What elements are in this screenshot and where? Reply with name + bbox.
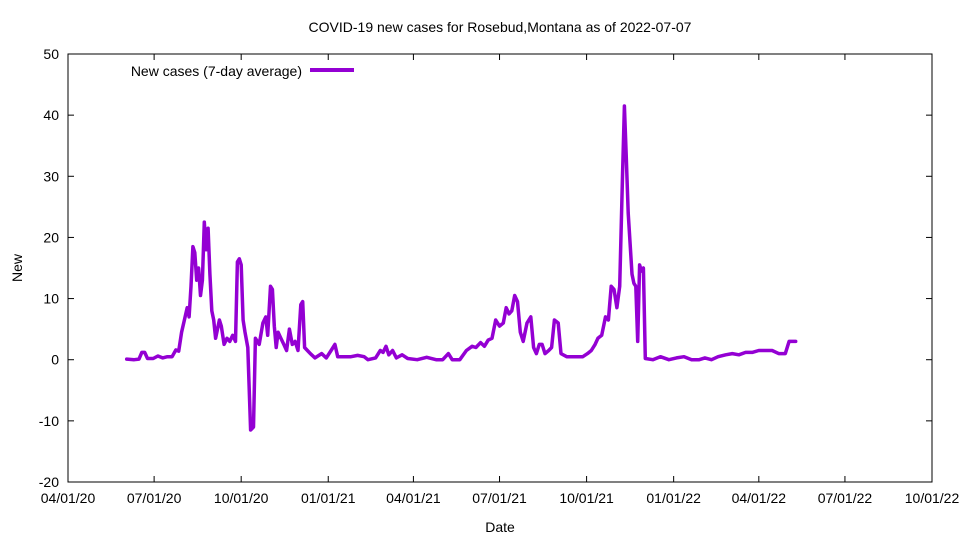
series-line xyxy=(124,104,798,432)
x-tick-label: 10/01/22 xyxy=(905,490,960,506)
x-axis-label: Date xyxy=(485,519,515,535)
x-tick-label: 01/01/21 xyxy=(301,490,356,506)
y-tick-label: 40 xyxy=(43,107,59,123)
legend: New cases (7-day average) xyxy=(131,63,354,79)
y-tick-label: 10 xyxy=(43,291,59,307)
y-tick-label: 20 xyxy=(43,229,59,245)
x-tick-label: 04/01/21 xyxy=(386,490,441,506)
axis-ticks: -20 -10 0 10 20 30 40 50 04/01/20 07/01/20 10/01/2… xyxy=(39,46,960,506)
x-tick-label: 01/01/22 xyxy=(646,490,701,506)
x-tick-label: 07/01/21 xyxy=(472,490,527,506)
y-tick-label: 30 xyxy=(43,168,59,184)
x-tick-label: 07/01/20 xyxy=(127,490,182,506)
x-tick-label: 04/01/20 xyxy=(41,490,96,506)
x-tick-label: 10/01/20 xyxy=(214,490,269,506)
x-tick-label: 07/01/22 xyxy=(818,490,873,506)
chart-title: COVID-19 new cases for Rosebud,Montana a… xyxy=(309,19,692,35)
y-axis-label: New xyxy=(9,253,25,282)
y-tick-label: -20 xyxy=(39,474,59,490)
y-tick-label: -10 xyxy=(39,413,59,429)
x-tick-label: 04/01/22 xyxy=(732,490,787,506)
y-tick-label: 0 xyxy=(51,352,59,368)
legend-label: New cases (7-day average) xyxy=(131,63,302,79)
series-layer xyxy=(124,104,798,432)
y-tick-label: 50 xyxy=(43,46,59,62)
x-tick-label: 10/01/21 xyxy=(559,490,614,506)
